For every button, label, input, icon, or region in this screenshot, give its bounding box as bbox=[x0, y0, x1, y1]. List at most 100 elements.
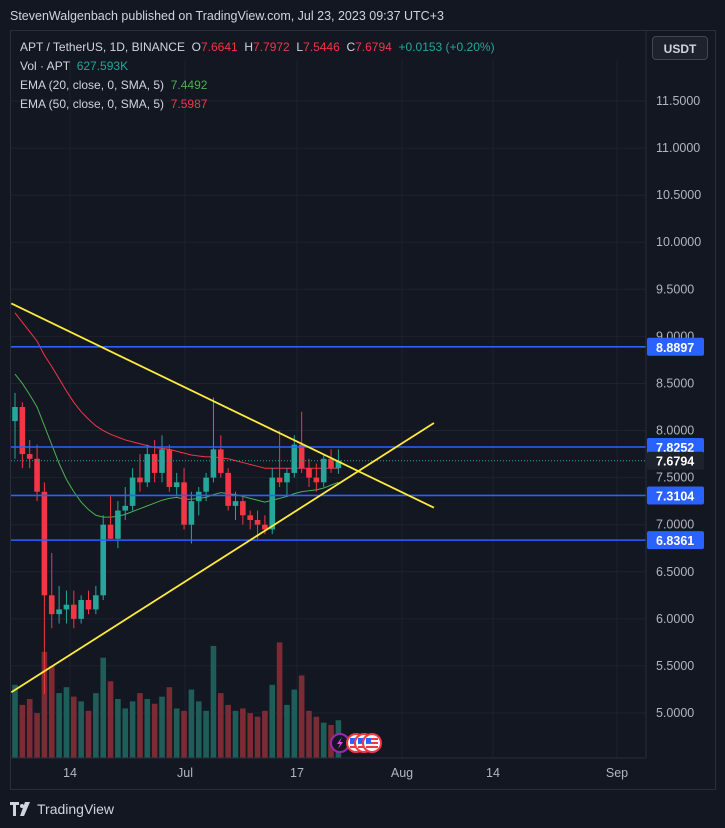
open-value: 7.6641 bbox=[200, 40, 238, 54]
level-price-label: 8.8897 bbox=[656, 341, 694, 355]
change-value: +0.0153 (+0.20%) bbox=[398, 40, 495, 54]
last-price-label: 7.6794 bbox=[656, 455, 694, 469]
candle-body bbox=[63, 604, 70, 610]
volume-bar bbox=[34, 713, 40, 758]
candle-body bbox=[269, 477, 276, 530]
volume-bar bbox=[71, 696, 77, 758]
volume-bar bbox=[232, 710, 239, 758]
y-tick-label: 9.5000 bbox=[656, 282, 694, 296]
brand-text: TradingView bbox=[37, 801, 115, 817]
y-tick-label: 7.5000 bbox=[656, 471, 694, 485]
candle-body bbox=[48, 595, 55, 615]
y-tick-label: 5.5000 bbox=[656, 659, 694, 673]
volume-bar bbox=[188, 689, 195, 758]
candle-body bbox=[232, 501, 239, 506]
y-tick-label: 6.5000 bbox=[656, 565, 694, 579]
volume-bar bbox=[78, 701, 84, 758]
last-price-tag bbox=[647, 451, 704, 470]
ema20-line bbox=[14, 373, 339, 518]
ema20-label: EMA (20, close, 0, SMA, 5) bbox=[20, 78, 165, 92]
y-tick-label: 10.5000 bbox=[656, 188, 701, 202]
y-tick-label: 10.0000 bbox=[656, 235, 701, 249]
candle-body bbox=[93, 595, 99, 610]
candle-body bbox=[225, 472, 231, 506]
ema50-label: EMA (50, close, 0, SMA, 5) bbox=[20, 97, 165, 111]
volume-bar bbox=[210, 645, 217, 758]
volume-bar bbox=[137, 693, 143, 758]
ema20-row[interactable]: EMA (20, close, 0, SMA, 5) 7.4492 bbox=[20, 76, 495, 95]
candle-body bbox=[195, 491, 202, 502]
y-tick-label: 8.5000 bbox=[656, 376, 694, 390]
candle-body bbox=[298, 444, 305, 469]
volume-bar bbox=[298, 675, 305, 758]
volume-bar bbox=[144, 699, 151, 758]
candle-body bbox=[19, 407, 26, 455]
publisher-text: StevenWalgenbach published on TradingVie… bbox=[10, 9, 444, 23]
volume-bar bbox=[225, 704, 231, 758]
x-tick-label: Sep bbox=[606, 766, 628, 780]
volume-bar bbox=[218, 693, 224, 758]
tradingview-logo-icon bbox=[10, 802, 32, 816]
volume-bar bbox=[240, 708, 246, 758]
candle-body bbox=[78, 600, 84, 619]
volume-bar bbox=[122, 708, 129, 758]
level-price-label: 6.8361 bbox=[656, 534, 694, 548]
candle-body bbox=[26, 454, 33, 459]
candle-body bbox=[284, 472, 290, 483]
level-price-tag bbox=[647, 531, 704, 550]
level-price-label: 7.3104 bbox=[656, 489, 694, 503]
volume-bar bbox=[41, 651, 48, 758]
flag-stripe bbox=[366, 742, 378, 744]
candle-body bbox=[291, 444, 298, 473]
volume-bar bbox=[306, 710, 312, 758]
x-tick-label: 14 bbox=[63, 766, 77, 780]
volume-bar bbox=[26, 699, 33, 758]
candle-body bbox=[313, 477, 320, 483]
candle-body bbox=[56, 609, 62, 615]
high-value: 7.7972 bbox=[253, 40, 290, 54]
candle-body bbox=[129, 477, 136, 506]
candle-body bbox=[262, 524, 268, 530]
candle-body bbox=[85, 600, 92, 610]
candle-body bbox=[100, 524, 106, 596]
ema50-line bbox=[14, 312, 339, 469]
volume-row[interactable]: Vol · APT 627.593K bbox=[20, 57, 495, 76]
volume-bar bbox=[129, 701, 136, 758]
trendline bbox=[10, 422, 435, 694]
volume-bar bbox=[100, 657, 106, 758]
footer-brand: TradingView bbox=[10, 798, 114, 820]
candle-body bbox=[122, 505, 129, 511]
candle-body bbox=[320, 458, 327, 483]
level-price-tag bbox=[647, 486, 704, 505]
ema50-row[interactable]: EMA (50, close, 0, SMA, 5) 7.5987 bbox=[20, 95, 495, 114]
candle-body bbox=[306, 468, 312, 478]
y-tick-label: 6.0000 bbox=[656, 612, 694, 626]
volume-bar bbox=[173, 708, 180, 758]
volume-bar bbox=[181, 710, 187, 758]
candle-body bbox=[210, 449, 217, 478]
volume-bar bbox=[159, 696, 165, 758]
high-label: H bbox=[244, 40, 254, 54]
candle-body bbox=[328, 458, 334, 469]
volume-bar bbox=[19, 704, 26, 758]
lightning-bolt-icon bbox=[337, 737, 343, 749]
ohlc-row: APT / TetherUS, 1D, BINANCE O7.6641 H7.7… bbox=[20, 38, 495, 57]
candle-body bbox=[188, 501, 195, 525]
x-tick-label: 17 bbox=[290, 766, 304, 780]
currency-button[interactable]: USDT bbox=[652, 36, 708, 60]
symbol-label[interactable]: APT / TetherUS, 1D, BINANCE bbox=[20, 40, 185, 54]
volume-bar bbox=[115, 699, 121, 758]
candle-body bbox=[276, 477, 283, 483]
candle-body bbox=[151, 454, 158, 473]
flag-canton bbox=[366, 738, 371, 743]
volume-bar bbox=[254, 716, 261, 758]
candle-body bbox=[181, 482, 187, 525]
volume-value: 627.593K bbox=[76, 59, 129, 73]
volume-bar bbox=[284, 704, 290, 758]
y-tick-label: 5.0000 bbox=[656, 706, 694, 720]
open-label: O bbox=[191, 40, 201, 54]
volume-bar bbox=[291, 689, 298, 758]
volume-bar bbox=[320, 722, 327, 758]
volume-bar bbox=[195, 701, 202, 758]
